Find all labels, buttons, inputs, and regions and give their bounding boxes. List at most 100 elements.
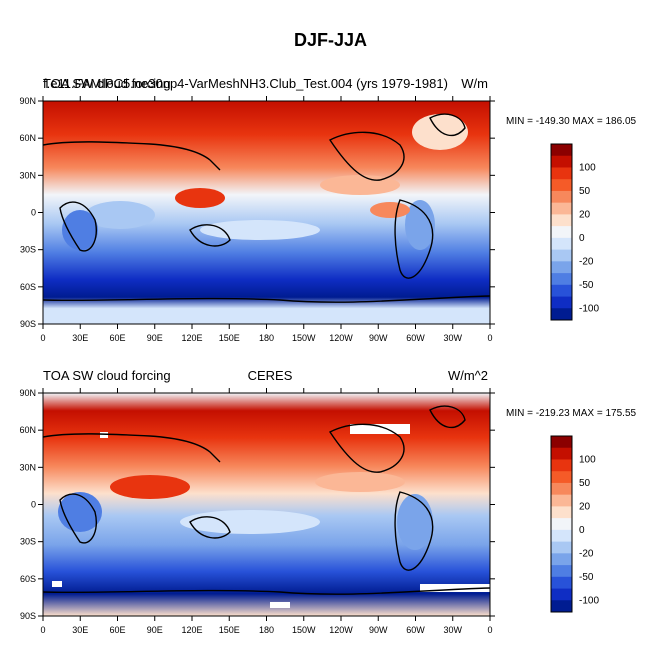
lon-label: 120E [181, 333, 202, 343]
colorbar-label: -100 [579, 303, 599, 314]
colorbar-frame [550, 435, 573, 613]
panel-units: W/m^2 [447, 368, 488, 383]
colorbar-swatch [551, 576, 572, 589]
lon-label: 0 [40, 625, 45, 635]
panel-left-title: TOA SW cloud forcing [43, 368, 171, 383]
lon-label: 0 [487, 625, 492, 635]
colorbar-swatch [551, 436, 572, 449]
colorbar-swatch [551, 261, 572, 274]
colorbar-swatch [551, 167, 572, 180]
lon-label: 150W [292, 625, 316, 635]
lat-label: 0 [31, 500, 36, 510]
min-max-label: MIN = -219.23 MAX = 175.55 [506, 408, 637, 419]
map-figure: 90N 60N 30N 0 30S 60S 90S 0 30E 60E 90E 120E 150E 180… [19, 388, 599, 635]
colorbar-label: 20 [579, 501, 591, 512]
lat-label: 30N [19, 170, 36, 180]
lon-label: 0 [40, 333, 45, 343]
colorbar-swatch [551, 296, 572, 309]
colorbar-swatch [551, 273, 572, 286]
lat-label: 60S [20, 282, 36, 292]
contour-features [52, 424, 490, 608]
lat-label: 60N [19, 133, 36, 143]
lon-label: 90E [147, 333, 163, 343]
lon-label: 90W [369, 625, 388, 635]
colorbar-frame [550, 143, 573, 321]
colorbar-label: 0 [579, 525, 585, 536]
lon-label: 60W [406, 625, 425, 635]
panel-center-title: CERES [247, 368, 293, 383]
colorbar-label: -50 [579, 572, 594, 583]
lat-label: 30S [20, 245, 36, 255]
colorbar-swatch [551, 482, 572, 495]
colorbar-swatch [551, 565, 572, 578]
map-figure: 90N 60N 30N 0 30S 60S 90S 0 30E 60E 90E 120E 150E 180… [19, 96, 599, 343]
lon-label: 120E [181, 625, 202, 635]
panel-obs: TOA SW cloud forcing CERES W/m^2 MIN = -… [0, 362, 661, 662]
lon-label: 120W [329, 333, 353, 343]
colorbar-swatch [551, 471, 572, 484]
axis-ticks: 90N 60N 30N 0 30S 60S 90S 0 30E 60E 90E 120E 150E 180… [19, 388, 495, 635]
lon-label: 60W [406, 333, 425, 343]
colorbar-swatch [551, 447, 572, 460]
colorbar-swatch [551, 459, 572, 472]
colorbar: 100 50 20 0 -20 -50 -100 [550, 143, 599, 321]
axis-ticks: 90N 60N 30N 0 30S 60S 90S 0 30E 60E 90E 120E 150E 180… [19, 96, 495, 343]
lon-label: 120W [329, 625, 353, 635]
contour-features [62, 114, 468, 250]
panel-units: W/m [461, 76, 488, 91]
colorbar-label: -100 [579, 595, 599, 606]
lat-label: 30N [19, 462, 36, 472]
colorbar-swatch [551, 494, 572, 507]
colorbar-swatch [551, 529, 572, 542]
lon-label: 180 [259, 333, 274, 343]
colorbar-label: -50 [579, 280, 594, 291]
colorbar: 100 50 20 0 -20 -50 -100 [550, 435, 599, 613]
colorbar-label: 50 [579, 186, 591, 197]
lon-label: 60E [109, 333, 125, 343]
lat-label: 0 [31, 208, 36, 218]
lon-label: 150W [292, 333, 316, 343]
lon-label: 60E [109, 625, 125, 635]
coastlines [43, 405, 490, 595]
colorbar-label: -20 [579, 548, 594, 559]
colorbar-swatch [551, 600, 572, 613]
lon-label: 90E [147, 625, 163, 635]
colorbar-label: 20 [579, 209, 591, 220]
colorbar-swatch [551, 518, 572, 531]
colorbar-swatch [551, 237, 572, 250]
colorbar-swatch [551, 588, 572, 601]
colorbar-swatch [551, 541, 572, 554]
lat-label: 60N [19, 425, 36, 435]
lon-label: 150E [219, 625, 240, 635]
min-max-label: MIN = -149.30 MAX = 186.05 [506, 116, 637, 127]
lon-label: 30E [72, 333, 88, 343]
colorbar-label: -20 [579, 256, 594, 267]
lat-label: 90S [20, 319, 36, 329]
colorbar-swatch [551, 249, 572, 262]
lon-label: 30W [443, 333, 462, 343]
colorbar-swatch [551, 308, 572, 321]
colorbar-swatch [551, 190, 572, 203]
lon-label: 180 [259, 625, 274, 635]
coastlines [43, 113, 490, 303]
panel-case-title: f.e11.FAMIPC5.ne30np4-VarMeshNH3.Club_Te… [43, 76, 448, 91]
lon-label: 30E [72, 625, 88, 635]
panel-left-title: TOA SW cloud forcing [43, 76, 171, 91]
colorbar-label: 100 [579, 162, 596, 173]
colorbar-label: 100 [579, 454, 596, 465]
colorbar-label: 0 [579, 233, 585, 244]
colorbar-swatch [551, 155, 572, 168]
colorbar-swatch [551, 202, 572, 215]
lat-label: 90N [19, 96, 36, 106]
colorbar-swatch [551, 179, 572, 192]
lon-label: 0 [487, 333, 492, 343]
colorbar-swatch [551, 553, 572, 566]
panel-model: TOA SW cloud forcing f.e11.FAMIPC5.ne30n… [0, 70, 661, 370]
lat-label: 30S [20, 537, 36, 547]
colorbar-swatch [551, 506, 572, 519]
colorbar-swatch [551, 214, 572, 227]
lon-label: 30W [443, 625, 462, 635]
colorbar-label: 50 [579, 478, 591, 489]
lat-label: 90N [19, 388, 36, 398]
lon-label: 90W [369, 333, 388, 343]
